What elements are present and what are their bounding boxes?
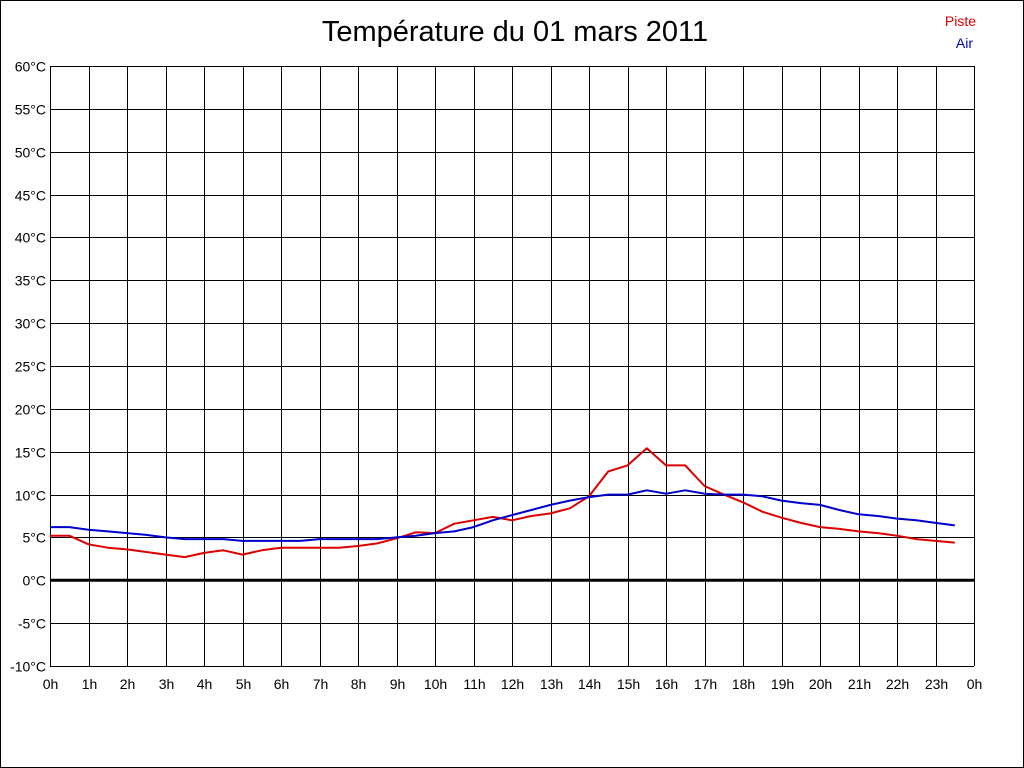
y-tick-label: 50°C — [15, 145, 46, 161]
y-tick-label: -10°C — [10, 659, 46, 675]
x-tick-label: 1h — [82, 676, 98, 692]
y-tick-label: 40°C — [15, 230, 46, 246]
y-tick-label: 45°C — [15, 188, 46, 204]
x-tick-label: 4h — [197, 676, 213, 692]
y-tick-label: 55°C — [15, 102, 46, 118]
y-tick-labels: -10°C -5°C 0°C 5°C 10°C 15°C 20°C 25°C 30°C 35°C 4… — [10, 59, 46, 675]
x-tick-label: 0h — [43, 676, 59, 692]
y-tick-label: 60°C — [15, 59, 46, 75]
x-tick-label: 14h — [578, 676, 601, 692]
x-tick-label: 7h — [313, 676, 329, 692]
x-tick-label: 3h — [159, 676, 175, 692]
y-tick-label: -5°C — [18, 616, 46, 632]
x-tick-label: 17h — [694, 676, 717, 692]
x-tick-label: 13h — [540, 676, 563, 692]
x-tick-labels: 0h 1h 2h 3h 4h 5h 6h 7h 8h 9h 10h 11h 12h 13h 14h 15h 16… — [43, 676, 983, 692]
y-tick-label: 20°C — [15, 402, 46, 418]
y-tick-label: 15°C — [15, 445, 46, 461]
x-tick-label: 0h — [967, 676, 983, 692]
x-tick-label: 15h — [617, 676, 640, 692]
y-tick-label: 10°C — [15, 488, 46, 504]
x-tick-label: 9h — [390, 676, 406, 692]
legend-air: Air — [955, 35, 973, 51]
series-lines — [50, 447, 955, 559]
x-tick-label: 23h — [925, 676, 948, 692]
y-tick-label: 0°C — [23, 573, 47, 589]
x-tick-label: 18h — [732, 676, 755, 692]
grid-lines — [50, 66, 975, 667]
chart-title: Température du 01 mars 2011 — [321, 16, 709, 48]
x-tick-label: 16h — [655, 676, 678, 692]
legend-piste: Piste — [944, 13, 976, 29]
y-tick-label: 5°C — [23, 530, 47, 546]
series-line-piste — [50, 447, 955, 559]
y-tick-label: 30°C — [15, 316, 46, 332]
y-tick-label: 35°C — [15, 273, 46, 289]
x-tick-label: 21h — [848, 676, 871, 692]
x-tick-label: 20h — [809, 676, 832, 692]
series-line-air — [50, 489, 955, 542]
y-tick-label: 25°C — [15, 359, 46, 375]
x-tick-label: 10h — [424, 676, 447, 692]
x-tick-label: 5h — [236, 676, 252, 692]
x-tick-label: 11h — [463, 676, 485, 692]
x-tick-label: 12h — [501, 676, 524, 692]
x-tick-label: 6h — [274, 676, 290, 692]
x-tick-label: 19h — [771, 676, 794, 692]
x-tick-label: 22h — [886, 676, 909, 692]
x-tick-label: 8h — [351, 676, 367, 692]
x-tick-label: 2h — [120, 676, 136, 692]
